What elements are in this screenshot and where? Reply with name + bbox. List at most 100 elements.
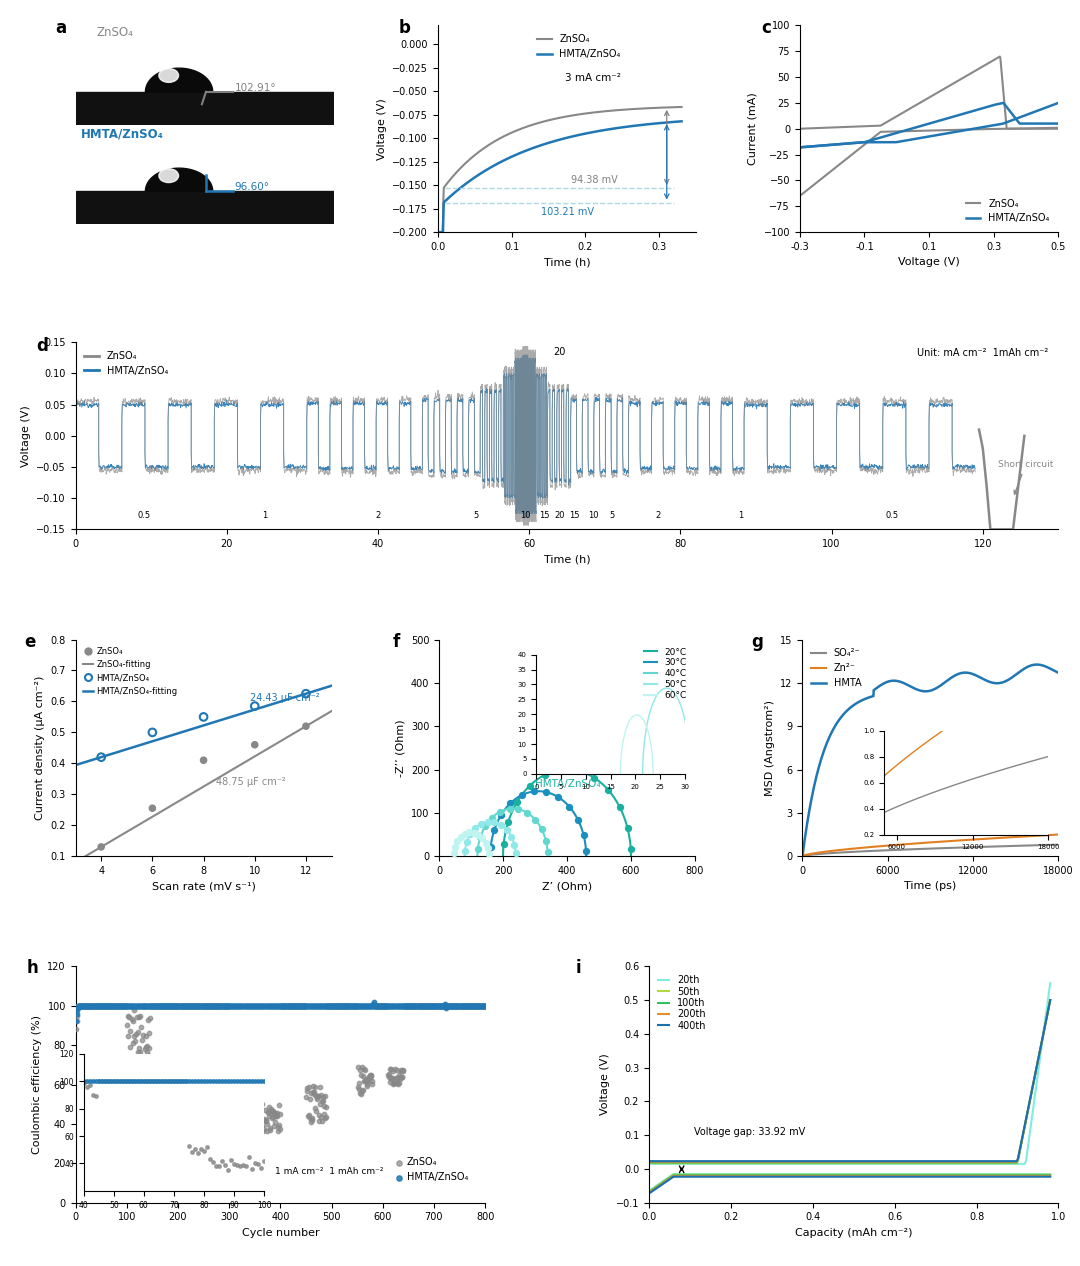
Point bbox=[470, 824, 487, 844]
ZnSO₄ bbox=[187, 995, 204, 1015]
ZnSO₄ bbox=[438, 995, 456, 1015]
ZnSO₄ bbox=[369, 995, 387, 1015]
ZnSO₄ bbox=[258, 1122, 275, 1142]
ZnSO₄ bbox=[476, 995, 494, 1015]
HMTA/ZnSO₄ bbox=[365, 995, 382, 1015]
ZnSO₄ bbox=[123, 996, 140, 1017]
HMTA/ZnSO₄ bbox=[473, 995, 490, 1015]
ZnSO₄ bbox=[298, 1087, 315, 1108]
HMTA/ZnSO₄ bbox=[204, 995, 221, 1015]
ZnSO₄ bbox=[96, 995, 113, 1015]
ZnSO₄ bbox=[146, 995, 163, 1015]
HMTA/ZnSO₄ bbox=[162, 995, 179, 1015]
HMTA/ZnSO₄ bbox=[158, 995, 175, 1015]
ZnSO₄ bbox=[198, 995, 215, 1015]
ZnSO₄ bbox=[265, 1108, 282, 1128]
ZnSO₄ bbox=[191, 995, 208, 1015]
HMTA/ZnSO₄ bbox=[312, 995, 329, 1015]
ZnSO₄ bbox=[409, 995, 427, 1015]
ZnSO₄ bbox=[473, 995, 490, 1015]
Point bbox=[144, 723, 161, 743]
HMTA/ZnSO₄ bbox=[471, 995, 488, 1015]
ZnSO₄ bbox=[267, 1112, 284, 1132]
HMTA/ZnSO₄ bbox=[416, 995, 433, 1015]
ZnSO₄ bbox=[215, 995, 232, 1015]
HMTA/ZnSO₄ bbox=[424, 995, 442, 1015]
HMTA/ZnSO₄ bbox=[437, 998, 455, 1018]
HMTA/ZnSO₄ bbox=[160, 995, 177, 1015]
ZnSO₄ bbox=[353, 1057, 370, 1077]
HMTA/ZnSO₄ bbox=[91, 995, 108, 1015]
ZnSO₄ bbox=[390, 1067, 407, 1087]
ZnSO₄ bbox=[70, 995, 87, 1015]
ZnSO₄ bbox=[273, 995, 291, 1015]
HMTA/ZnSO₄ bbox=[217, 995, 234, 1015]
ZnSO₄ bbox=[146, 995, 163, 1015]
ZnSO₄ bbox=[275, 995, 293, 1015]
ZnSO₄ bbox=[433, 995, 450, 1015]
HMTA/ZnSO₄ bbox=[199, 995, 216, 1015]
Line: SO₄²⁻: SO₄²⁻ bbox=[802, 844, 1058, 856]
SO₄²⁻ bbox=[1000, 838, 1013, 853]
ZnSO₄ bbox=[90, 995, 107, 1015]
HMTA/ZnSO₄ bbox=[342, 995, 360, 1015]
ZnSO₄ bbox=[165, 995, 183, 1015]
ZnSO₄ bbox=[293, 995, 310, 1015]
ZnSO₄ bbox=[261, 1119, 279, 1139]
HMTA/ZnSO₄ bbox=[296, 995, 313, 1015]
400th bbox=[981, 1153, 994, 1169]
Text: 24.43 μF cm⁻²: 24.43 μF cm⁻² bbox=[249, 694, 320, 704]
ZnSO₄ bbox=[149, 995, 166, 1015]
400th bbox=[644, 1153, 657, 1169]
SO₄²⁻ bbox=[908, 842, 921, 857]
ZnSO₄ bbox=[230, 1058, 247, 1079]
HMTA/ZnSO₄ bbox=[386, 995, 403, 1015]
40°C bbox=[541, 848, 554, 863]
HMTA/ZnSO₄ bbox=[216, 995, 233, 1015]
ZnSO₄ bbox=[472, 995, 489, 1015]
40°C bbox=[536, 823, 549, 838]
HMTA/ZnSO₄ bbox=[70, 995, 87, 1015]
ZnSO₄ bbox=[134, 1050, 151, 1070]
HMTA/ZnSO₄ bbox=[172, 995, 189, 1015]
HMTA/ZnSO₄ bbox=[188, 995, 205, 1015]
ZnSO₄ bbox=[227, 1076, 244, 1096]
ZnSO₄ bbox=[266, 1103, 283, 1123]
HMTA/ZnSO₄ bbox=[435, 995, 453, 1015]
ZnSO₄ bbox=[211, 995, 228, 1015]
HMTA/ZnSO₄ bbox=[140, 995, 158, 1015]
HMTA/ZnSO₄ bbox=[177, 995, 194, 1015]
ZnSO₄ bbox=[338, 995, 355, 1015]
HMTA/ZnSO₄ bbox=[226, 995, 243, 1015]
HMTA/ZnSO₄ bbox=[148, 995, 165, 1015]
X-axis label: Voltage (V): Voltage (V) bbox=[899, 257, 960, 267]
ZnSO₄ bbox=[203, 995, 220, 1015]
HMTA/ZnSO₄ bbox=[465, 995, 483, 1015]
HMTA/ZnSO₄ bbox=[133, 995, 150, 1015]
ZnSO₄ bbox=[281, 995, 298, 1015]
Point bbox=[538, 782, 555, 803]
HMTA/ZnSO₄ bbox=[92, 995, 109, 1015]
HMTA/ZnSO₄ bbox=[242, 995, 259, 1015]
HMTA/ZnSO₄ bbox=[442, 995, 459, 1015]
ZnSO₄ bbox=[188, 995, 205, 1015]
HMTA/ZnSO₄ bbox=[83, 995, 100, 1015]
ZnSO₄ bbox=[424, 995, 442, 1015]
ZnSO₄ bbox=[199, 995, 216, 1015]
HMTA/ZnSO₄ bbox=[369, 995, 387, 1015]
HMTA/ZnSO₄ bbox=[114, 995, 132, 1015]
Point bbox=[473, 814, 490, 834]
Zn²⁻ bbox=[900, 837, 913, 852]
ZnSO₄ bbox=[291, 995, 308, 1015]
HMTA/ZnSO₄ bbox=[443, 995, 460, 1015]
ZnSO₄ bbox=[156, 995, 173, 1015]
ZnSO₄ bbox=[447, 995, 464, 1015]
HMTA/ZnSO₄ bbox=[246, 995, 264, 1015]
ZnSO₄ bbox=[287, 995, 305, 1015]
HMTA/ZnSO₄ bbox=[216, 995, 233, 1015]
HMTA/ZnSO₄ bbox=[152, 995, 170, 1015]
ZnSO₄ bbox=[278, 995, 295, 1015]
ZnSO₄ bbox=[453, 995, 470, 1015]
200th bbox=[1007, 1155, 1020, 1170]
ZnSO₄ bbox=[298, 1081, 315, 1101]
